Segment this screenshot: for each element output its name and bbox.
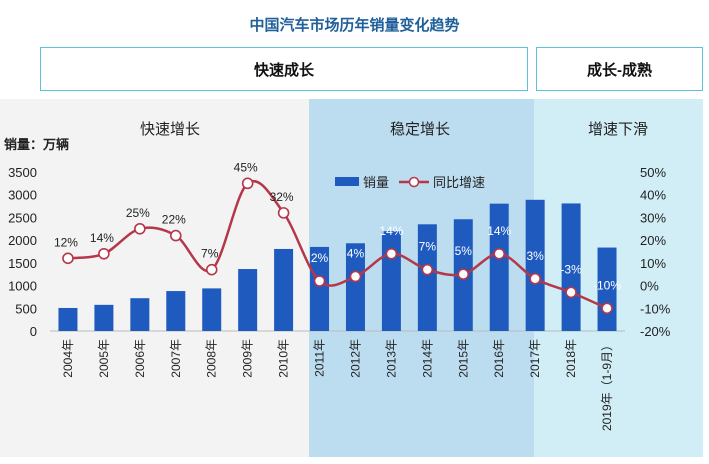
growth-rate-label: 22%	[162, 213, 186, 227]
growth-rate-label: 14%	[379, 224, 403, 238]
band-fast-growth	[0, 99, 309, 457]
growth-rate-label: 7%	[419, 240, 437, 254]
x-category-label: 2018年	[564, 339, 578, 378]
growth-rate-marker	[421, 263, 434, 276]
y-axis-unit-label: 销量：万辆	[4, 137, 70, 152]
growth-rate-label: 25%	[126, 206, 150, 220]
growth-rate-marker	[385, 247, 398, 260]
growth-rate-marker	[62, 252, 74, 265]
y2-tick-label: 0%	[640, 279, 659, 294]
y2-tick-label: 40%	[640, 188, 666, 203]
x-category-label: 2007年	[169, 339, 183, 378]
y2-tick-label: 10%	[640, 256, 666, 271]
growth-rate-label: -10%	[593, 278, 621, 292]
growth-rate-marker	[457, 268, 470, 281]
y-tick-label: 1500	[8, 256, 37, 271]
x-category-label: 2006年	[133, 339, 147, 378]
growth-rate-label: 12%	[54, 235, 78, 249]
x-category-label: 2012年	[348, 339, 362, 378]
growth-rate-label: 4%	[347, 246, 365, 260]
y-tick-label: 500	[15, 301, 37, 316]
x-category-label: 2005年	[97, 339, 111, 378]
legend-line-swatch	[399, 176, 430, 187]
chart-legend: 销量 同比增速	[335, 172, 485, 191]
growth-rate-label: 32%	[270, 190, 294, 204]
sales-bar	[489, 203, 509, 331]
growth-rate-marker	[565, 286, 577, 299]
growth-rate-marker	[277, 207, 290, 219]
band-label-decline: 增速下滑	[587, 121, 648, 138]
legend-bar-label: 销量	[363, 175, 390, 190]
growth-rate-marker	[529, 272, 541, 285]
x-category-label: 2008年	[205, 339, 219, 378]
phase-label: 快速成长	[253, 61, 314, 79]
x-category-label: 2017年	[528, 339, 542, 378]
growth-rate-marker	[134, 222, 146, 235]
y-tick-label: 0	[30, 324, 37, 339]
growth-rate-label: 45%	[234, 160, 258, 174]
x-category-label: 2009年	[241, 339, 255, 378]
x-category-label: 2010年	[277, 339, 291, 378]
band-label-fast: 快速增长	[139, 121, 200, 138]
sales-bar	[274, 248, 294, 331]
sales-bar	[525, 199, 545, 331]
x-category-label: 2004年	[61, 339, 75, 378]
sales-bar	[238, 269, 258, 331]
sales-bar	[94, 304, 114, 331]
y-tick-label: 2000	[8, 233, 37, 248]
growth-rate-label: 14%	[90, 231, 114, 245]
y2-tick-label: -20%	[640, 324, 671, 339]
sales-bar	[310, 246, 330, 331]
x-category-label: 2011年	[313, 339, 327, 377]
growth-rate-marker	[601, 302, 613, 315]
growth-rate-marker	[349, 270, 362, 283]
y2-tick-label: 50%	[640, 165, 666, 180]
sales-bar	[417, 224, 437, 331]
growth-rate-marker	[241, 177, 254, 190]
sales-bar	[345, 243, 365, 331]
growth-rate-marker	[98, 247, 110, 260]
growth-rate-label: 7%	[201, 247, 219, 261]
x-category-label: 2019年（1-9月）	[600, 339, 614, 431]
y2-tick-label: 20%	[640, 233, 666, 248]
growth-rate-label: -3%	[560, 262, 582, 276]
y-tick-label: 3000	[8, 188, 37, 203]
y-tick-label: 2500	[8, 210, 37, 225]
growth-rate-line	[67, 179, 608, 310]
sales-bar	[561, 203, 581, 331]
y-tick-label: 1000	[8, 279, 37, 294]
growth-rate-label: 2%	[311, 251, 329, 265]
x-category-label: 2016年	[492, 339, 506, 378]
growth-rate-label: 5%	[455, 244, 473, 258]
x-category-label: 2014年	[420, 339, 434, 378]
growth-rate-label: 14%	[487, 224, 511, 238]
y-tick-label: 3500	[8, 165, 37, 180]
phase-growth-mature: 成长-成熟	[536, 47, 703, 91]
growth-rate-label: 3%	[526, 249, 544, 263]
sales-bar	[202, 288, 222, 331]
sales-bar	[58, 307, 78, 331]
growth-rate-marker	[493, 247, 506, 260]
legend-bar-swatch	[335, 177, 359, 186]
phase-label: 成长-成熟	[587, 61, 652, 79]
sales-bar	[130, 298, 150, 331]
sales-bar	[166, 291, 186, 331]
y2-tick-label: -10%	[640, 301, 671, 316]
growth-rate-marker	[169, 229, 182, 242]
growth-rate-marker	[205, 263, 218, 276]
phase-fast-growth: 快速成长	[40, 47, 528, 91]
y2-tick-label: 30%	[640, 210, 666, 225]
x-category-label: 2013年	[384, 339, 398, 378]
legend-line-label: 同比增速	[433, 175, 486, 190]
band-label-stable: 稳定增长	[389, 121, 450, 138]
x-category-label: 2015年	[456, 339, 470, 378]
growth-rate-marker	[313, 275, 326, 287]
sales-bar	[381, 231, 401, 331]
chart-title: 中国汽车市场历年销量变化趋势	[249, 17, 460, 34]
